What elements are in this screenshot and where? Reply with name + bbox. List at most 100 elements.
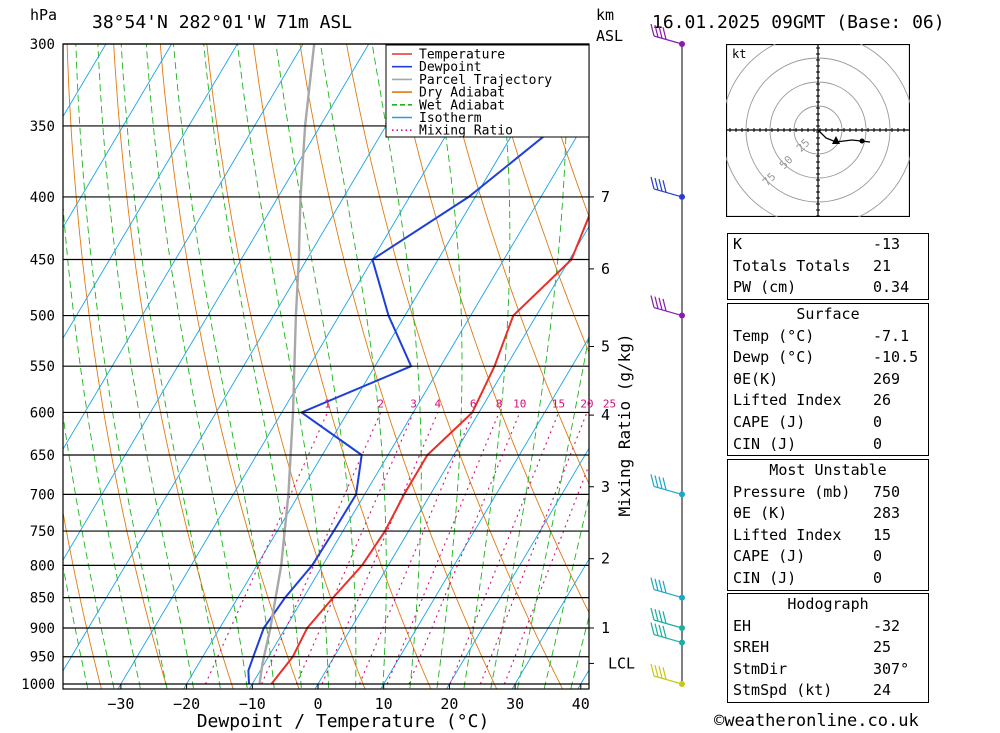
km-tick-label: LCL <box>608 654 635 672</box>
isotherm <box>63 44 238 340</box>
most-unstable-panel: Most Unstable Pressure (mb) 750 θE (K) 283… <box>727 459 929 591</box>
wind-barb <box>650 663 685 687</box>
wet-adiabat <box>320 44 387 689</box>
wet-adiabat <box>75 44 168 689</box>
wind-barb <box>650 474 685 498</box>
mixing-ratio-line <box>261 412 382 685</box>
mu-value: 0 <box>873 547 883 566</box>
pressure-tick-label: 900 <box>30 621 55 637</box>
indices-panel: K -13 Totals Totals 21 PW (cm) 0.34 <box>727 233 929 300</box>
hodograph-panel-title: Hodograph <box>787 595 869 613</box>
hodo-value: 307° <box>873 659 910 678</box>
hpa-unit-label: hPa <box>30 6 58 24</box>
pressure-tick-label: 300 <box>30 37 55 53</box>
isotherm <box>445 447 589 689</box>
mixing-ratio-line <box>358 412 474 685</box>
x-tick-label: 40 <box>572 695 590 713</box>
x-axis-label: Dewpoint / Temperature (°C) <box>197 711 490 732</box>
mixing-ratio-line <box>204 412 328 685</box>
km-unit-label: km <box>596 6 615 24</box>
dry-adiabat <box>66 44 168 689</box>
pressure-tick-label: 650 <box>30 448 55 464</box>
x-tick-label: 0 <box>313 695 322 713</box>
hodo-value: 25 <box>873 638 892 657</box>
wind-barb <box>650 176 685 200</box>
mixing-ratio-line <box>295 412 415 685</box>
index-value: -13 <box>873 235 901 253</box>
surface-key: θE(K) <box>733 369 779 388</box>
pressure-tick-label: 700 <box>30 487 55 503</box>
wet-adiabat <box>543 495 589 689</box>
dry-adiabat <box>159 44 300 689</box>
legend-label: Temperature <box>419 48 505 63</box>
pressure-tick-label: 750 <box>30 524 55 540</box>
isotherm <box>63 44 107 118</box>
wet-adiabat <box>237 44 329 689</box>
km-tick-label: 1 <box>601 619 610 637</box>
mixing-ratio-label: 20 <box>580 397 593 410</box>
mixing-ratio-label: 15 <box>552 397 565 410</box>
wet-adiabat <box>463 44 511 689</box>
isotherm <box>63 44 173 229</box>
km-tick-label: 5 <box>601 338 610 356</box>
hodo-key: StmDir <box>733 659 788 678</box>
dry-adiabat <box>943 26 1000 710</box>
mixing-ratio-line <box>408 412 521 685</box>
isotherm <box>380 336 589 689</box>
wet-adiabat <box>203 44 302 689</box>
dry-adiabat <box>299 44 498 689</box>
dry-adiabat <box>113 44 234 689</box>
dewpoint-profile <box>247 60 589 685</box>
surface-key: Dewp (°C) <box>733 348 815 367</box>
wet-adiabat <box>516 332 589 689</box>
dry-adiabat <box>206 44 366 689</box>
surface-key: Temp (°C) <box>733 326 815 345</box>
wet-adiabat <box>145 44 248 689</box>
legend-label: Dry Adiabat <box>419 86 505 101</box>
surface-value: 269 <box>873 369 901 388</box>
dry-adiabat <box>485 44 589 354</box>
legend-label: Mixing Ratio <box>419 124 513 139</box>
wet-adiabat <box>570 614 589 689</box>
weatheronline-credit[interactable]: ©weatheronline.co.uk <box>714 711 919 731</box>
x-tick-label: −20 <box>173 695 200 713</box>
mu-value: 0 <box>873 568 883 587</box>
hodo-key: EH <box>733 616 752 635</box>
hodograph-unit: kt <box>732 47 746 61</box>
mixing-ratio-line <box>479 412 588 685</box>
forecast-datetime: 16.01.2025 09GMT (Base: 06) <box>652 12 945 33</box>
mu-key: θE (K) <box>733 504 788 523</box>
legend-label: Dewpoint <box>419 60 482 75</box>
mu-value: 15 <box>873 525 892 544</box>
hodograph-point <box>859 138 865 144</box>
mixing-ratio-label: 8 <box>496 397 503 410</box>
isotherm <box>511 558 589 689</box>
isotherm <box>314 225 589 689</box>
surface-value: -7.1 <box>873 326 910 345</box>
mu-value: 750 <box>873 482 901 501</box>
index-key: Totals Totals <box>733 256 851 275</box>
mixing-ratio-label: 1 <box>324 397 331 410</box>
temperature-profile <box>270 213 589 685</box>
wind-barb <box>650 23 685 47</box>
dry-adiabat <box>63 510 102 689</box>
pressure-tick-label: 350 <box>30 119 55 135</box>
hodograph-panel: Hodograph EH -32 SREH 25 StmDir 307° StmSpd… <box>727 593 929 703</box>
km-tick-label: 4 <box>601 406 610 424</box>
pressure-tick-label: 450 <box>30 253 55 269</box>
legend-label: Wet Adiabat <box>419 98 505 113</box>
surface-value: 0 <box>873 412 883 431</box>
hodo-value: 24 <box>873 681 892 700</box>
mixing-ratio-label: 4 <box>434 397 441 410</box>
wind-barb <box>650 577 685 601</box>
pressure-tick-label: 400 <box>30 190 55 206</box>
dry-adiabat <box>439 44 589 485</box>
mixing-ratio-label: 2 <box>377 397 384 410</box>
mu-key: CIN (J) <box>733 568 797 587</box>
mu-key: Lifted Index <box>733 525 842 544</box>
mu-key: CAPE (J) <box>733 547 806 566</box>
mixing-ratio-axis-label: Mixing Ratio (g/kg) <box>615 333 634 516</box>
wet-adiabat <box>275 44 357 689</box>
